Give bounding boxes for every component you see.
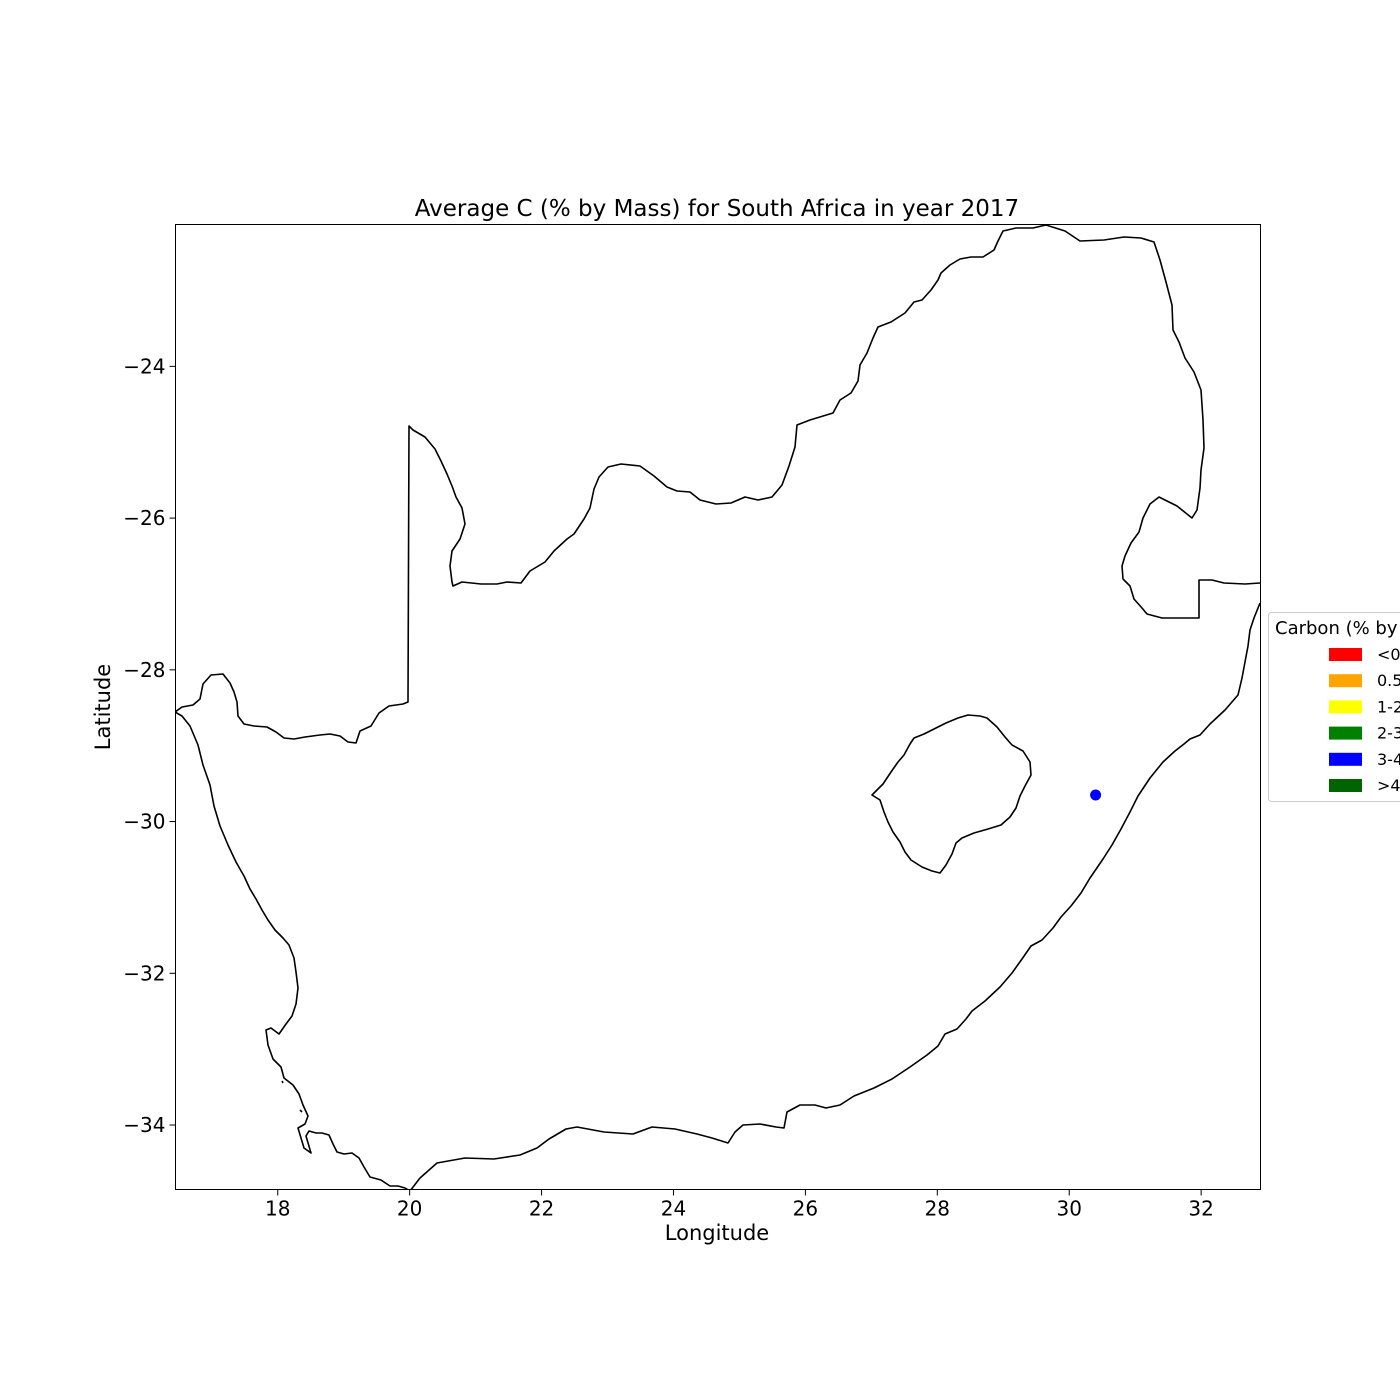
y-tick-label: −30	[123, 810, 165, 834]
y-axis-label: Latitude	[91, 664, 115, 750]
axes-frame	[175, 224, 1261, 1190]
x-ticks: 18 20 22 24 26 28 30 32	[265, 1189, 1214, 1221]
x-tick-label: 26	[793, 1197, 818, 1221]
island-dot-2	[299, 1109, 303, 1113]
x-axis-label: Longitude	[665, 1221, 769, 1245]
legend-label: 1-2	[1377, 697, 1400, 716]
south-africa-border-north	[175, 224, 1261, 744]
y-ticks: −24 −26 −28 −30 −32 −34	[123, 354, 176, 1137]
legend-label: >4	[1377, 776, 1400, 795]
y-tick-label: −26	[123, 506, 165, 530]
island-dot-1	[281, 1080, 284, 1084]
legend-label: <0	[1377, 645, 1400, 664]
legend-swatch	[1329, 700, 1362, 714]
lesotho-border	[871, 714, 1032, 874]
legend-label: 2-3	[1377, 724, 1400, 743]
data-point	[1090, 789, 1102, 801]
legend-swatch	[1329, 726, 1362, 740]
x-tick-label: 30	[1056, 1197, 1081, 1221]
legend-label: 0.5	[1377, 671, 1400, 690]
x-tick-label: 18	[265, 1197, 290, 1221]
south-africa-border	[175, 602, 1261, 1190]
x-tick-label: 32	[1188, 1197, 1213, 1221]
chart-title: Average C (% by Mass) for South Africa i…	[415, 196, 1019, 222]
y-tick-label: −24	[123, 354, 165, 378]
x-tick-label: 28	[925, 1197, 950, 1221]
legend: Carbon (% by <0 0.5 1-2 2-3 3-4 >4	[1268, 612, 1400, 802]
legend-label: 3-4	[1377, 750, 1400, 769]
legend-swatch	[1329, 752, 1362, 766]
legend-title: Carbon (% by	[1275, 618, 1398, 639]
y-tick-label: −32	[123, 961, 165, 985]
x-tick-label: 20	[397, 1197, 422, 1221]
legend-swatch	[1329, 674, 1362, 688]
data-points	[1090, 789, 1102, 801]
y-tick-label: −28	[123, 658, 165, 682]
x-tick-label: 22	[529, 1197, 554, 1221]
legend-swatch	[1329, 648, 1362, 661]
legend-entries: <0 0.5 1-2 2-3 3-4 >4	[1329, 645, 1400, 795]
x-tick-label: 24	[661, 1197, 686, 1221]
legend-swatch	[1329, 779, 1362, 792]
y-tick-label: −34	[123, 1113, 165, 1137]
